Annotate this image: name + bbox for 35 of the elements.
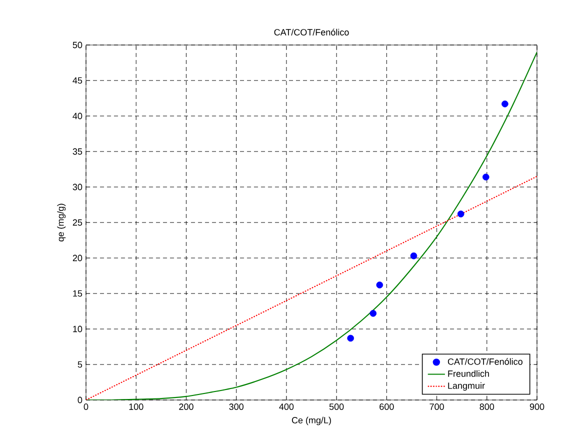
y-tick-label: 20 <box>72 254 82 262</box>
y-tick-label: 35 <box>72 148 82 155</box>
x-tick-label: 400 <box>279 404 294 410</box>
legend-label: Freundlich <box>448 370 489 377</box>
y-axis-title: qe (mg/g) <box>57 204 66 242</box>
y-tick-label: 30 <box>72 184 82 190</box>
y-tick-label: 50 <box>72 42 82 48</box>
x-tick-label: 300 <box>229 404 244 410</box>
x-tick-label: 900 <box>530 404 544 410</box>
x-tick-label: 100 <box>129 404 144 410</box>
point <box>482 174 490 180</box>
point <box>502 100 508 108</box>
x-tick-label: 500 <box>329 404 344 410</box>
legend-label: CAT/COT/Fenólico <box>448 358 522 365</box>
x-tick-label: 200 <box>179 404 194 410</box>
y-tick-label: 0 <box>78 396 82 404</box>
x-axis-title: Ce (mg/L) <box>292 416 331 426</box>
legend-label: Langmuir <box>448 382 485 391</box>
point <box>347 334 354 342</box>
x-tick-label: 700 <box>430 404 444 410</box>
x-tick-label: 600 <box>380 404 394 410</box>
chart-title: CAT/COT/Fenólico <box>274 28 349 36</box>
y-tick-label: 5 <box>78 361 82 368</box>
x-tick-label: 0 <box>84 404 88 410</box>
point <box>370 310 377 317</box>
y-tick-label: 25 <box>72 219 82 226</box>
point <box>457 210 464 218</box>
y-tick-label: 40 <box>72 112 82 120</box>
line-series <box>86 52 537 400</box>
y-tick-label: 10 <box>73 326 82 332</box>
y-tick-label: 15 <box>73 290 82 297</box>
point <box>376 282 384 288</box>
x-tick-label: 800 <box>480 404 494 410</box>
point <box>410 252 418 260</box>
y-tick-label: 45 <box>72 77 82 84</box>
